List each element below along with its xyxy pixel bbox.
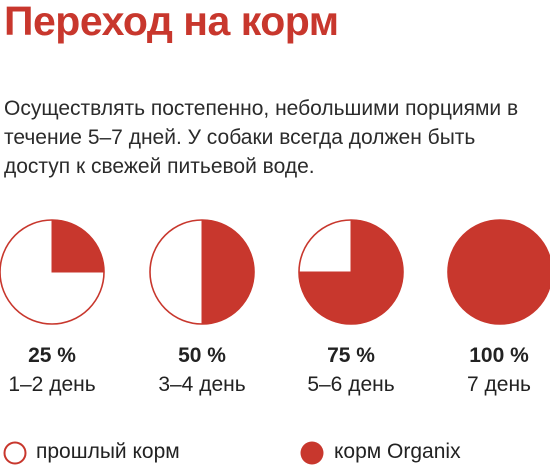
stage-3-percent: 75 % bbox=[327, 344, 375, 367]
stage-2-percent: 50 % bbox=[178, 344, 226, 367]
stage-3-days: 5–6 день bbox=[307, 373, 395, 396]
stage-1-percent: 25 % bbox=[28, 344, 76, 367]
stage-1-pie bbox=[0, 219, 105, 325]
stage-2-pie bbox=[149, 219, 255, 325]
stage-2-days: 3–4 день bbox=[158, 373, 246, 396]
new-food-slice bbox=[201, 219, 255, 325]
new-food-slice bbox=[298, 219, 404, 325]
stage-4-percent: 100 % bbox=[469, 344, 529, 367]
pie-outline bbox=[447, 219, 550, 325]
page-title: Переход на корм bbox=[4, 0, 339, 44]
new-food-legend-label: корм Organix bbox=[334, 440, 461, 463]
stage-4-days: 7 день bbox=[467, 373, 531, 396]
new-food-slice bbox=[51, 219, 105, 273]
old-food-legend-icon bbox=[3, 441, 27, 465]
new-food-legend-icon bbox=[300, 441, 324, 465]
stage-1-days: 1–2 день bbox=[8, 373, 96, 396]
stage-4-pie bbox=[447, 219, 550, 325]
stage-3-pie bbox=[298, 219, 404, 325]
transition-description: Осуществлять постепенно, небольшими порц… bbox=[4, 97, 519, 178]
old-food-legend-label: прошлый корм bbox=[36, 440, 180, 463]
